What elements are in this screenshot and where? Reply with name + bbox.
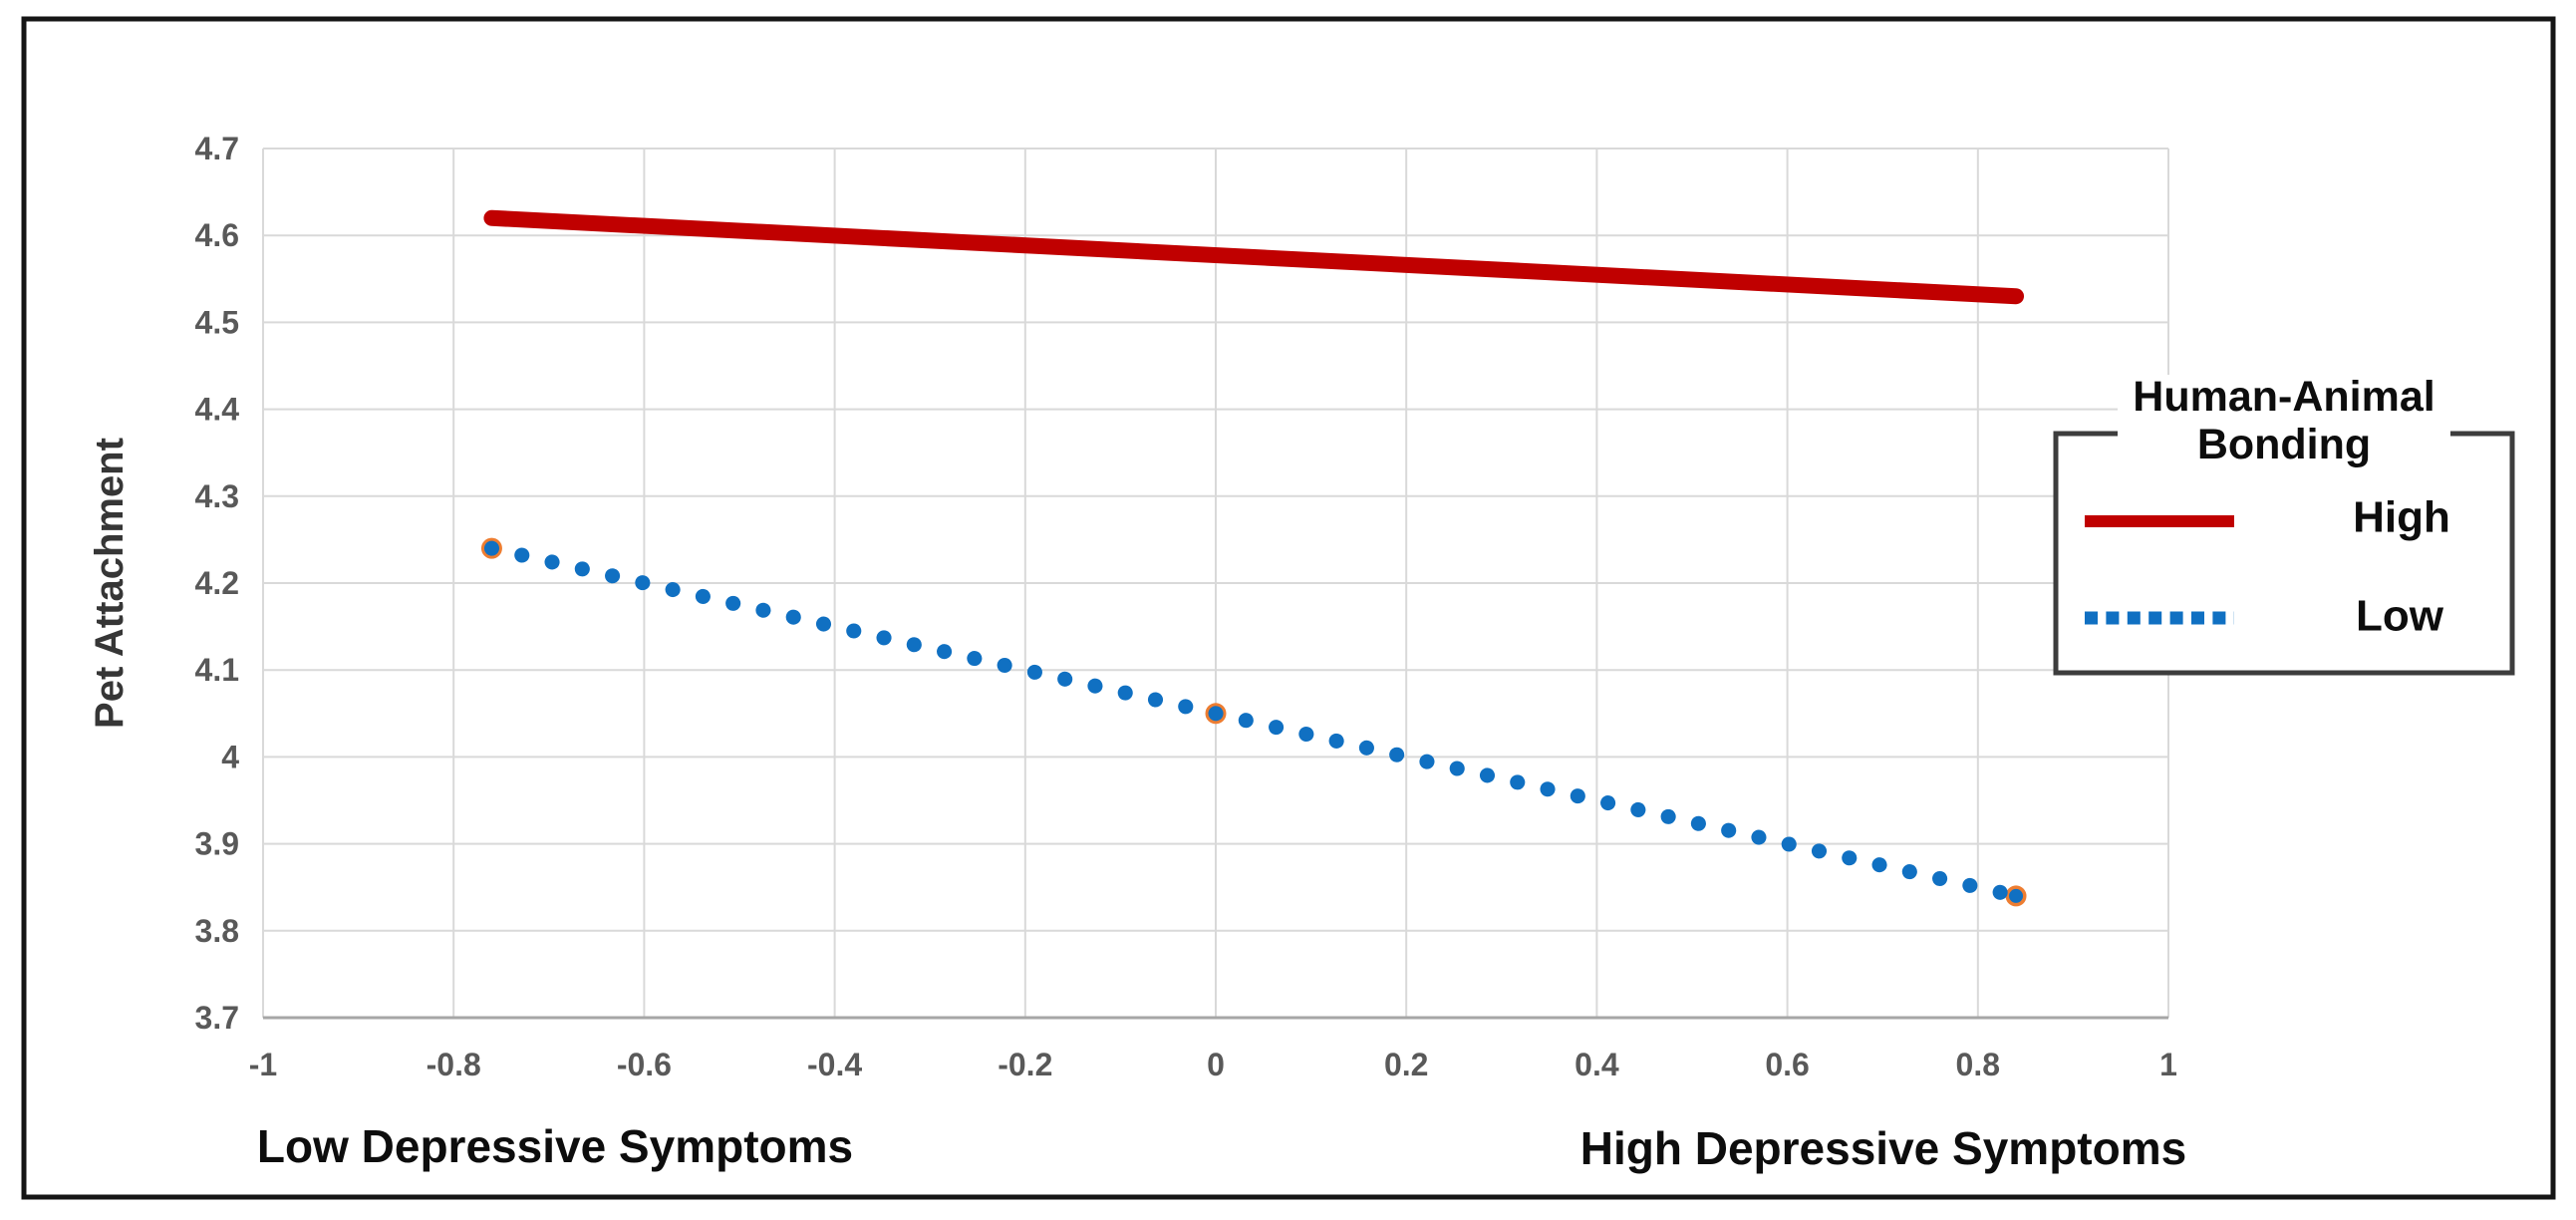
figure-border <box>21 16 2556 1200</box>
x-tick-label: -1 <box>249 1047 277 1082</box>
gridlines <box>262 148 2169 1018</box>
y-axis-title: Pet Attachment <box>88 438 132 729</box>
series-lines <box>480 209 2027 907</box>
x-tick-label: 0.8 <box>1956 1047 2000 1082</box>
axis-tick-labels: -1 -0.8 -0.6 -0.4 -0.2 0 0.2 0.4 0.6 0.8 1 3.7 3.8 3.… <box>195 131 2177 1082</box>
y-tick-label: 4.5 <box>195 304 239 340</box>
x-tick-label: -0.6 <box>617 1047 672 1082</box>
legend-title-line1: Human-Animal <box>2133 373 2434 421</box>
x-tick-label: 0.4 <box>1574 1047 1619 1082</box>
highlight-marker-center <box>1209 706 1223 721</box>
y-tick-label: 4.4 <box>195 392 240 428</box>
legend-title-line2: Bonding <box>2197 421 2371 468</box>
y-tick-label: 4.6 <box>195 217 239 253</box>
x-tick-label: 1 <box>2159 1047 2177 1082</box>
x-tick-label: 0 <box>1207 1047 1225 1082</box>
y-tick-label: 4.2 <box>195 565 239 601</box>
series-line-high <box>483 209 2025 305</box>
x-tick-label: -0.4 <box>807 1047 862 1082</box>
legend-high-label: High <box>2353 493 2450 542</box>
legend: Human-Animal Bonding High Low <box>2053 373 2515 676</box>
x-axis-left-label: Low Depressive Symptoms <box>257 1120 853 1172</box>
y-tick-label: 4.3 <box>195 478 239 514</box>
x-tick-label: 0.2 <box>1384 1047 1428 1082</box>
y-tick-label: 3.7 <box>195 1000 239 1036</box>
y-tick-label: 4 <box>221 739 239 774</box>
highlight-marker-center <box>2009 888 2024 903</box>
y-tick-label: 3.9 <box>195 826 239 862</box>
y-tick-label: 4.7 <box>195 131 239 166</box>
highlight-marker-center <box>484 541 499 556</box>
x-tick-label: -0.2 <box>998 1047 1052 1082</box>
x-tick-label: 0.6 <box>1765 1047 1809 1082</box>
y-tick-label: 4.1 <box>195 652 239 688</box>
x-axis-right-label: High Depressive Symptoms <box>1580 1122 2186 1174</box>
x-tick-label: -0.8 <box>427 1047 481 1082</box>
legend-title-background <box>2118 375 2450 478</box>
legend-low-label: Low <box>2356 592 2444 641</box>
y-tick-label: 3.8 <box>195 913 239 949</box>
